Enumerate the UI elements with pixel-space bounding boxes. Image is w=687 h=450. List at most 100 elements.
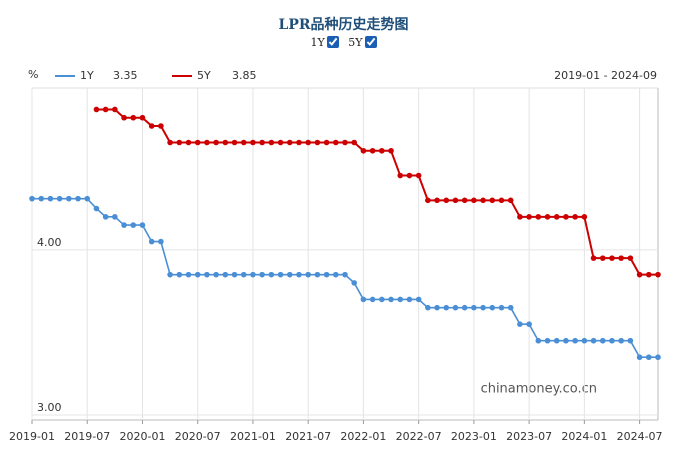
checkbox[interactable] (364, 36, 377, 48)
point (351, 280, 358, 286)
x-tick-label: 2022-07 (396, 430, 442, 443)
point (636, 354, 643, 361)
point (112, 214, 118, 220)
point (452, 304, 459, 311)
point (342, 271, 348, 278)
point (314, 139, 321, 146)
legend-value: 3.85 (232, 69, 257, 82)
point (121, 114, 127, 121)
point (158, 123, 164, 129)
point (66, 195, 72, 202)
point (434, 304, 440, 311)
point (332, 139, 339, 146)
point (130, 222, 137, 228)
point (553, 337, 560, 344)
point (139, 222, 146, 228)
point (618, 337, 624, 344)
line (32, 197, 658, 359)
point (379, 296, 385, 303)
point (167, 271, 173, 278)
point (655, 354, 661, 361)
point (388, 296, 394, 303)
point (84, 195, 91, 202)
point (461, 197, 468, 204)
point (471, 304, 477, 311)
point (544, 337, 551, 344)
x-tick-label: 2021-01 (230, 430, 276, 443)
point (498, 304, 505, 311)
point (498, 197, 505, 204)
point (406, 172, 413, 179)
point (305, 271, 311, 278)
point (305, 139, 311, 146)
x-tick-label: 2024-01 (561, 430, 607, 443)
point (139, 114, 146, 121)
point (29, 195, 35, 202)
point (397, 172, 404, 179)
point (185, 139, 192, 146)
point (176, 271, 183, 278)
point (581, 337, 588, 344)
point (286, 271, 293, 278)
legend-label: 5Y (197, 69, 211, 82)
point (194, 139, 201, 146)
point (480, 197, 486, 204)
toggle-label: 5Y (348, 36, 363, 49)
point (581, 214, 588, 220)
point (240, 139, 247, 146)
point (517, 321, 523, 327)
point (599, 337, 606, 344)
point (461, 304, 468, 311)
point (563, 337, 569, 344)
point (342, 139, 348, 146)
point (102, 214, 109, 220)
point (130, 114, 137, 121)
point (360, 296, 367, 303)
point (590, 255, 597, 261)
point (222, 271, 229, 278)
unit-label: % (28, 68, 38, 81)
point (471, 197, 477, 204)
point (563, 214, 569, 220)
point (406, 296, 413, 303)
point (599, 255, 606, 261)
point (507, 304, 514, 311)
point (480, 304, 486, 311)
x-tick-label: 2022-01 (340, 430, 386, 443)
range-label: 2019-01 - 2024-09 (554, 69, 657, 82)
point (268, 271, 275, 278)
point (259, 271, 265, 278)
point (75, 195, 81, 202)
watermark: chinamoney.co.cn (481, 382, 597, 397)
point (397, 296, 404, 303)
point (609, 255, 615, 261)
point (194, 271, 201, 278)
point (93, 205, 100, 212)
point (93, 106, 100, 113)
point (323, 271, 330, 278)
y-tick-label: 3.00 (37, 401, 62, 414)
toggle-1y[interactable]: 1Y (310, 36, 339, 49)
point (121, 222, 127, 228)
point (535, 214, 542, 220)
toggle-5y[interactable]: 5Y (348, 36, 377, 49)
checkbox[interactable] (326, 36, 339, 48)
point (388, 147, 394, 154)
point (332, 271, 339, 278)
point (176, 139, 183, 146)
point (47, 195, 54, 202)
point (443, 197, 450, 204)
point (250, 271, 256, 278)
point (655, 271, 661, 278)
point (507, 197, 514, 204)
point (415, 172, 422, 179)
x-tick-label: 2020-07 (175, 430, 221, 443)
point (185, 271, 192, 278)
x-tick-label: 2023-01 (451, 430, 497, 443)
point (517, 214, 523, 220)
point (425, 304, 431, 311)
point (369, 147, 376, 154)
point (167, 139, 173, 146)
point (452, 197, 459, 204)
point (277, 271, 284, 278)
